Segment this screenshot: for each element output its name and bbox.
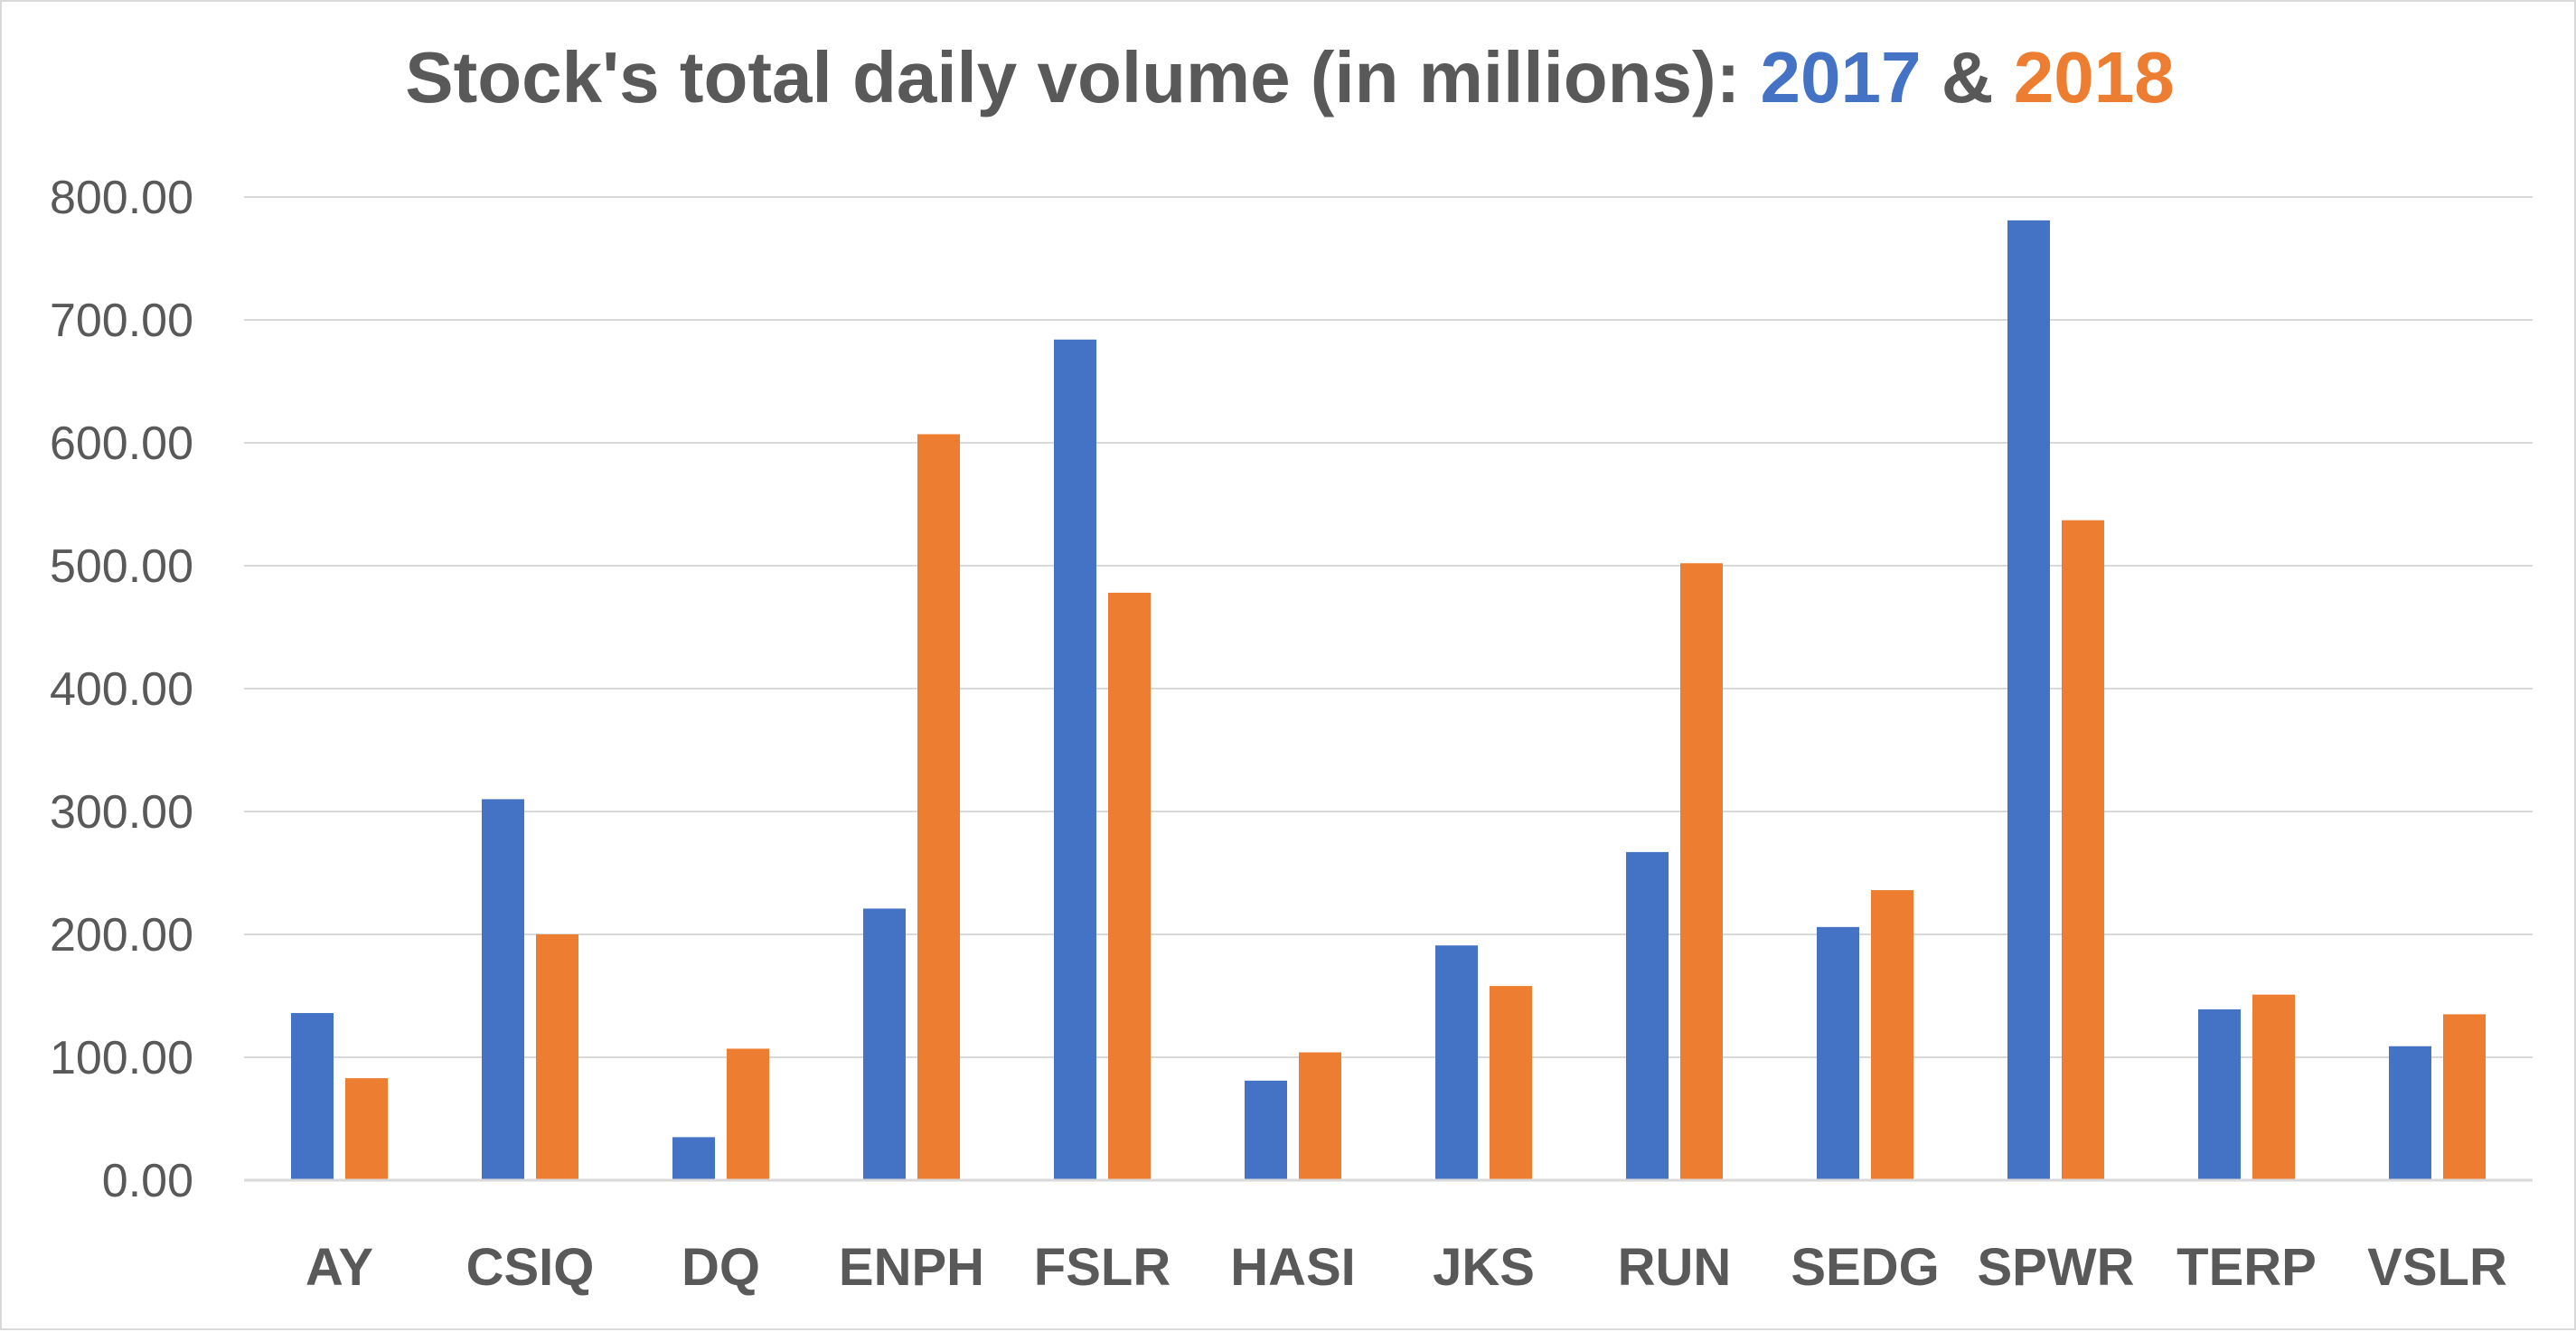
- chart-title: Stock's total daily volume (in millions)…: [2, 36, 2576, 119]
- bar-dq-series-2: [727, 1048, 769, 1180]
- bar-vslr-series-1: [2389, 1046, 2431, 1180]
- y-tick-label: 600.00: [50, 417, 193, 470]
- x-tick-label: JKS: [1433, 1238, 1535, 1297]
- chart-title-year-2017: 2017: [1760, 37, 1922, 117]
- x-tick-label: TERP: [2176, 1238, 2317, 1297]
- x-tick-label: DQ: [682, 1238, 760, 1297]
- y-tick-label: 400.00: [50, 663, 193, 716]
- x-tick-label: RUN: [1618, 1238, 1732, 1297]
- bar-sedg-series-2: [1871, 890, 1913, 1180]
- x-tick-label: AY: [306, 1238, 373, 1297]
- chart-title-year-2018: 2018: [2013, 37, 2175, 117]
- y-tick-label: 200.00: [50, 909, 193, 961]
- bar-sedg-series-1: [1817, 926, 1859, 1180]
- y-tick-label: 500.00: [50, 540, 193, 593]
- bar-terp-series-2: [2252, 994, 2295, 1180]
- x-tick-label: SPWR: [1978, 1238, 2135, 1297]
- bar-csiq-series-2: [536, 934, 578, 1180]
- x-tick-label: SEDG: [1791, 1238, 1939, 1297]
- bar-vslr-series-2: [2443, 1014, 2486, 1180]
- x-tick-label: CSIQ: [466, 1238, 595, 1297]
- bar-spwr-series-1: [2007, 220, 2050, 1181]
- bar-fslr-series-2: [1108, 592, 1151, 1180]
- bar-enph-series-1: [863, 908, 906, 1180]
- bar-terp-series-1: [2198, 1008, 2241, 1180]
- bar-jks-series-2: [1490, 986, 1532, 1180]
- bar-enph-series-2: [917, 434, 960, 1181]
- y-tick-label: 300.00: [50, 786, 193, 839]
- bar-jks-series-1: [1435, 945, 1478, 1180]
- x-tick-label: HASI: [1230, 1238, 1356, 1297]
- bar-run-series-2: [1680, 563, 1723, 1180]
- chart-title-text: Stock's total daily volume (in millions)…: [405, 37, 1761, 117]
- bar-csiq-series-1: [482, 799, 524, 1180]
- gridlines: [244, 196, 2533, 1058]
- y-axis-tick-labels: 0.00 100.00 200.00 300.00 400.00 500.00 600.00…: [50, 172, 193, 1207]
- bar-run-series-1: [1626, 851, 1669, 1180]
- y-tick-label: 800.00: [50, 172, 193, 224]
- chart-title-joiner: &: [1921, 37, 2014, 117]
- bar-dq-series-1: [672, 1137, 715, 1180]
- x-tick-label: VSLR: [2367, 1238, 2507, 1297]
- bar-hasi-series-2: [1299, 1052, 1341, 1180]
- x-tick-label: FSLR: [1034, 1238, 1170, 1297]
- y-tick-label: 100.00: [50, 1032, 193, 1084]
- bar-fslr-series-1: [1054, 339, 1096, 1180]
- bars: [291, 220, 2486, 1181]
- bar-ay-series-1: [291, 1013, 334, 1180]
- bar-spwr-series-2: [2062, 520, 2104, 1180]
- x-axis-tick-labels: AY CSIQ DQ ENPH FSLR HASI JKS RUN SEDG SPWR TERP VS…: [306, 1238, 2507, 1297]
- y-tick-label: 700.00: [50, 295, 193, 347]
- bar-ay-series-2: [345, 1078, 388, 1180]
- bar-hasi-series-1: [1245, 1080, 1287, 1180]
- x-tick-label: ENPH: [839, 1238, 984, 1297]
- y-tick-label: 0.00: [102, 1155, 193, 1207]
